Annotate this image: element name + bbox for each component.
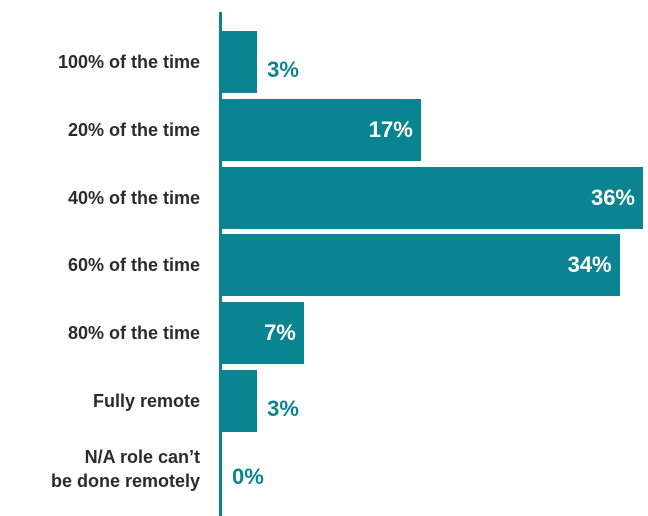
value-label: 36% [590,184,635,210]
category-label: 60% of the time [67,255,200,276]
value-label: 34% [567,252,612,278]
value-label: 0% [232,463,264,489]
bar [222,98,421,161]
value-label: 17% [368,116,413,142]
bar [222,369,258,432]
category-label: Fully remote [92,390,200,411]
category-label: 80% of the time [67,323,200,344]
category-label: 40% of the time [67,187,200,208]
bar [222,302,304,365]
category-label: 20% of the time [67,119,200,140]
value-label: 3% [267,56,299,82]
bar [222,30,258,93]
category-label: 100% of the time [57,51,200,72]
bar [222,234,620,297]
value-label: 3% [267,395,299,421]
value-label: 7% [264,320,296,346]
bar [222,166,643,229]
category-label: N/A role can’t be done remotely [50,446,200,491]
axis-line [219,12,222,516]
